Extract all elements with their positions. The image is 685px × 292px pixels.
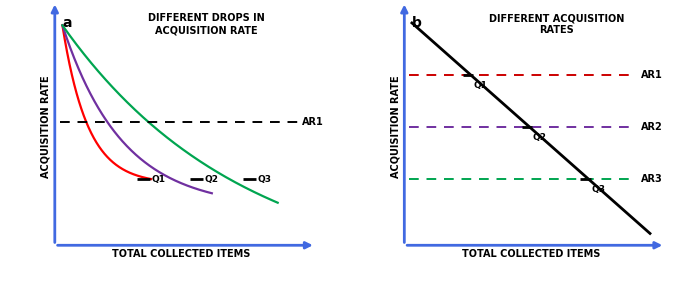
Text: AR1: AR1 [641, 70, 663, 80]
Y-axis label: ACQUISITION RATE: ACQUISITION RATE [40, 76, 51, 178]
Text: DIFFERENT ACQUISITION
RATES: DIFFERENT ACQUISITION RATES [488, 13, 624, 35]
X-axis label: TOTAL COLLECTED ITEMS: TOTAL COLLECTED ITEMS [112, 249, 251, 260]
Text: DIFFERENT DROPS IN
ACQUISITION RATE: DIFFERENT DROPS IN ACQUISITION RATE [149, 13, 265, 35]
Text: Q2: Q2 [204, 175, 219, 184]
Text: a: a [62, 16, 72, 30]
Text: Q3: Q3 [258, 175, 271, 184]
Text: AR2: AR2 [641, 122, 663, 132]
Text: AR1: AR1 [302, 117, 323, 127]
Y-axis label: ACQUISITION RATE: ACQUISITION RATE [390, 76, 400, 178]
X-axis label: TOTAL COLLECTED ITEMS: TOTAL COLLECTED ITEMS [462, 249, 600, 260]
Text: Q1: Q1 [474, 81, 488, 90]
Text: Q2: Q2 [533, 133, 547, 142]
Text: AR3: AR3 [641, 174, 663, 184]
Text: b: b [412, 16, 422, 30]
Text: Q1: Q1 [151, 175, 165, 184]
Text: Q3: Q3 [592, 185, 606, 194]
